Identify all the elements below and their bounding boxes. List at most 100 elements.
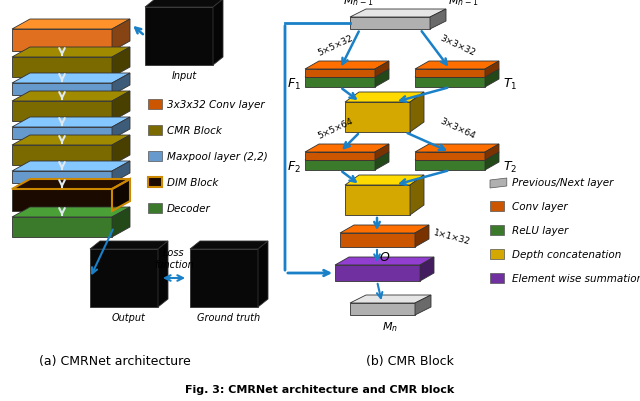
Polygon shape	[345, 176, 424, 186]
Text: $M_{n-1}$: $M_{n-1}$	[448, 0, 478, 8]
Text: $M_{n-1}$: $M_{n-1}$	[343, 0, 373, 8]
Bar	[148, 152, 162, 162]
Polygon shape	[258, 241, 268, 307]
Polygon shape	[345, 103, 410, 133]
Polygon shape	[12, 207, 130, 217]
Polygon shape	[90, 241, 168, 249]
Polygon shape	[12, 20, 130, 30]
Polygon shape	[112, 162, 130, 184]
Polygon shape	[190, 241, 268, 249]
Polygon shape	[350, 303, 415, 315]
Polygon shape	[12, 48, 130, 58]
Polygon shape	[350, 10, 446, 18]
Polygon shape	[415, 295, 431, 315]
Polygon shape	[112, 92, 130, 122]
Polygon shape	[12, 172, 112, 184]
Polygon shape	[415, 78, 485, 88]
Polygon shape	[340, 225, 429, 233]
Polygon shape	[490, 178, 507, 188]
Polygon shape	[12, 217, 112, 237]
Polygon shape	[335, 257, 434, 265]
Polygon shape	[485, 153, 499, 170]
Polygon shape	[415, 62, 499, 70]
Polygon shape	[12, 92, 130, 102]
Bar	[490, 273, 504, 283]
Text: 1×1×32: 1×1×32	[432, 227, 471, 246]
Text: ReLU layer: ReLU layer	[512, 225, 568, 235]
Text: Previous/Next layer: Previous/Next layer	[512, 178, 613, 188]
Polygon shape	[112, 20, 130, 52]
Polygon shape	[415, 225, 429, 247]
Bar	[490, 201, 504, 211]
Polygon shape	[415, 153, 499, 160]
Polygon shape	[410, 176, 424, 215]
Polygon shape	[375, 70, 389, 88]
Polygon shape	[158, 241, 168, 307]
Text: Loss
function: Loss function	[154, 248, 194, 269]
Polygon shape	[340, 233, 415, 247]
Polygon shape	[305, 160, 375, 170]
Text: Conv layer: Conv layer	[512, 201, 568, 211]
Text: Maxpool layer (2,2): Maxpool layer (2,2)	[167, 152, 268, 162]
Polygon shape	[415, 160, 485, 170]
Polygon shape	[213, 0, 223, 66]
Polygon shape	[375, 62, 389, 78]
Polygon shape	[305, 62, 389, 70]
Polygon shape	[12, 102, 112, 122]
Text: Ground truth: Ground truth	[197, 312, 260, 322]
Text: $T_2$: $T_2$	[503, 159, 517, 174]
Polygon shape	[305, 70, 389, 78]
Bar	[148, 100, 162, 110]
Bar	[148, 178, 162, 188]
Text: Depth concatenation: Depth concatenation	[512, 249, 621, 259]
Bar	[148, 203, 162, 213]
Bar	[490, 225, 504, 235]
Polygon shape	[345, 93, 424, 103]
Text: $T_1$: $T_1$	[503, 76, 517, 91]
Polygon shape	[12, 30, 112, 52]
Text: $M_n$: $M_n$	[382, 319, 398, 333]
Polygon shape	[305, 153, 389, 160]
Polygon shape	[112, 207, 130, 237]
Polygon shape	[145, 8, 213, 66]
Text: $F_2$: $F_2$	[287, 159, 301, 174]
Text: O: O	[379, 250, 389, 263]
Text: $F_1$: $F_1$	[287, 76, 301, 91]
Text: 5×5×32: 5×5×32	[316, 34, 354, 58]
Polygon shape	[305, 145, 389, 153]
Polygon shape	[485, 70, 499, 88]
Text: 3×3×32: 3×3×32	[439, 34, 477, 58]
Text: (b) CMR Block: (b) CMR Block	[366, 354, 454, 367]
Polygon shape	[375, 145, 389, 160]
Polygon shape	[112, 74, 130, 96]
Text: Output: Output	[112, 312, 146, 322]
Polygon shape	[415, 153, 485, 160]
Polygon shape	[415, 70, 499, 78]
Text: Decoder: Decoder	[167, 203, 211, 213]
Polygon shape	[12, 74, 130, 84]
Polygon shape	[335, 265, 420, 281]
Polygon shape	[12, 128, 112, 140]
Polygon shape	[90, 249, 158, 307]
Polygon shape	[410, 93, 424, 133]
Text: 5×5×64: 5×5×64	[316, 117, 354, 141]
Text: 3×3×64: 3×3×64	[439, 117, 477, 141]
Polygon shape	[12, 136, 130, 146]
Polygon shape	[12, 180, 130, 190]
Bar	[490, 249, 504, 259]
Text: Fig. 3: CMRNet architecture and CMR block: Fig. 3: CMRNet architecture and CMR bloc…	[186, 384, 454, 394]
Polygon shape	[485, 145, 499, 160]
Polygon shape	[305, 153, 375, 160]
Polygon shape	[415, 145, 499, 153]
Polygon shape	[350, 295, 431, 303]
Polygon shape	[112, 118, 130, 140]
Polygon shape	[12, 58, 112, 78]
Polygon shape	[420, 257, 434, 281]
Text: CMR Block: CMR Block	[167, 126, 222, 136]
Text: Input: Input	[172, 71, 196, 81]
Polygon shape	[305, 78, 375, 88]
Polygon shape	[345, 186, 410, 215]
Bar	[148, 126, 162, 136]
Polygon shape	[145, 0, 223, 8]
Text: (a) CMRNet architecture: (a) CMRNet architecture	[39, 354, 191, 367]
